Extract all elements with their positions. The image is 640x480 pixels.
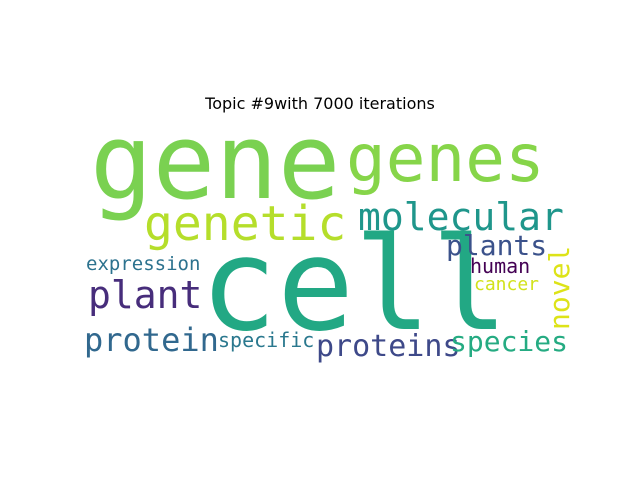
word-cancer: cancer xyxy=(474,274,540,295)
word-proteins: proteins xyxy=(316,329,461,364)
word-novel: novel xyxy=(543,245,576,330)
word-plants: plants xyxy=(446,229,548,262)
word-protein: protein xyxy=(84,321,219,359)
word-molecular: molecular xyxy=(358,195,564,239)
word-genes: genes xyxy=(346,120,545,197)
word-cell: cell xyxy=(200,211,509,360)
word-human: human xyxy=(470,254,531,278)
word-species: species xyxy=(450,325,569,358)
word-genetic: genetic xyxy=(144,196,347,252)
word-specific: specific xyxy=(218,328,315,352)
figure-title: Topic #9with 7000 iterations xyxy=(205,94,435,113)
word-expression: expression xyxy=(86,253,201,275)
word-plant: plant xyxy=(88,273,203,317)
word-gene: gene xyxy=(90,101,341,223)
